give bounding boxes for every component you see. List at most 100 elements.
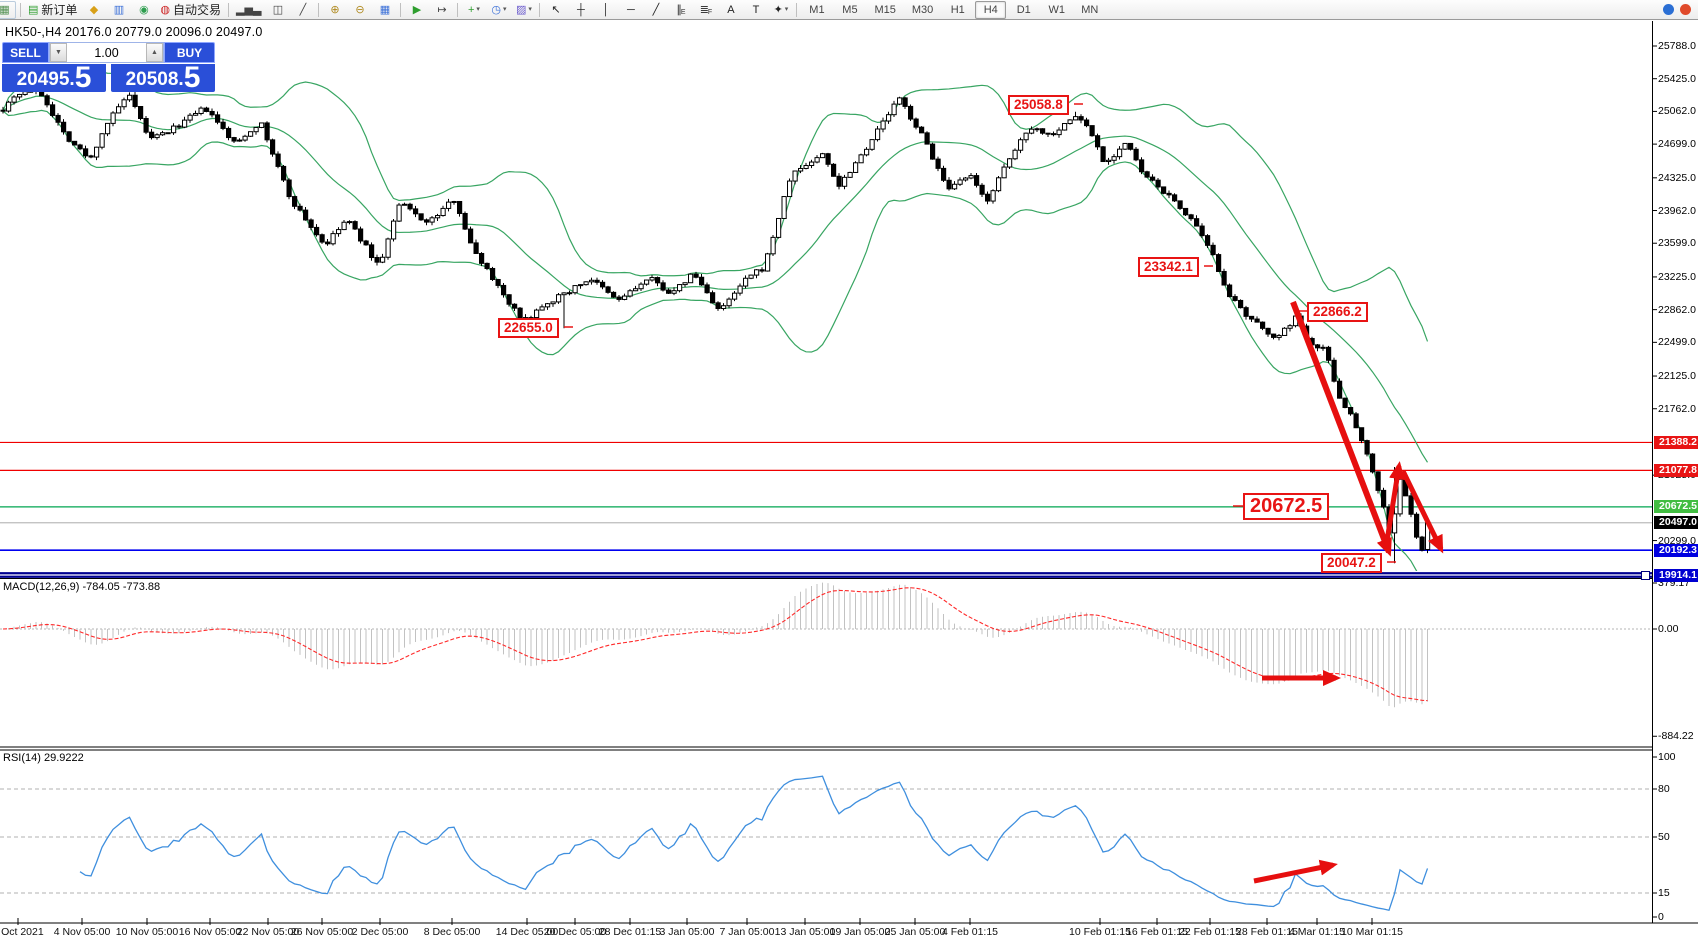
equidistant-channel-tool[interactable]: ∥ E [676,3,686,16]
trendline-tool[interactable]: ╱ [652,3,660,16]
rsi-axis-tick: 0 [1658,911,1664,923]
timeframe-m5[interactable]: M5 [842,3,858,16]
bar-chart-icon[interactable]: ▂▅▃ [236,3,262,16]
time-axis-label: 10 Mar 01:15 [1341,926,1403,938]
price-callout-label[interactable]: 20672.5 [1243,493,1330,520]
timeframe-m30[interactable]: M30 [911,3,934,16]
text-tool[interactable]: A [727,3,735,16]
time-axis-label: 14 Dec 05:00 [495,926,559,938]
red-trend-arrow[interactable] [1253,859,1338,884]
toolbar-separator [457,2,459,17]
vertical-line-tool[interactable]: │ [602,3,610,16]
volume-up-button[interactable]: ▲ [146,43,163,62]
time-axis-label: 4 Mar 01:15 [1288,926,1346,938]
crosshair-tool[interactable]: ┼ [577,3,585,16]
time-axis-label: 22 Feb 01:15 [1179,926,1241,938]
timeframe-h4[interactable]: H4 [975,0,1007,19]
toolbar: ▦ ▤ 新订单 ◆ ▥ ◉ ◍ 自动交易 ▂▅▃ ◫ ╱ ⊕ ⊖ ▦ ▶ ↦ + ▾ ◷ ▾ ▨ ▾ ↖ ┼ │ ─ ╱ ∥ E ≣ F A T… [0,0,1698,20]
timeframe-m15[interactable]: M15 [874,3,896,16]
window-list-icon[interactable]: ▥ [113,3,125,16]
toolbar-separator [539,2,541,17]
chart-frame [0,21,1698,925]
timeframe-mn[interactable]: MN [1081,3,1099,16]
zoom-in-icon[interactable]: ⊕ [330,3,340,16]
time-axis-label: 13 Jan 05:00 [774,926,836,938]
red-trend-arrow[interactable] [1383,461,1405,548]
timeframe-m1[interactable]: M1 [809,3,825,16]
price-axis-badge: 20672.5 [1654,500,1698,514]
time-axis-label: 22 Nov 05:00 [236,926,300,938]
sell-button[interactable]: SELL [2,42,49,63]
price-callout-label[interactable]: 22655.0 [498,318,559,338]
horizontal-line-objects[interactable] [0,441,1652,578]
time-axis-label: 2 Dec 05:00 [351,926,409,938]
zoom-out-icon[interactable]: ⊖ [355,3,365,16]
volume-input[interactable] [67,43,146,62]
community-icon[interactable] [1663,4,1674,15]
time-axis-label: 16 Nov 05:00 [178,926,242,938]
templates-button[interactable]: ▨ ▾ [515,3,532,16]
tile-windows-icon[interactable]: ▦ [379,3,391,16]
red-trend-arrow[interactable] [1400,469,1444,554]
bollinger-bands [2,68,1429,571]
timeframe-h1[interactable]: H1 [950,3,965,16]
price-callout-label[interactable]: 23342.1 [1138,257,1199,277]
time-axis-label: 4 Nov 05:00 [53,926,111,938]
trend-arrow-objects[interactable] [1253,300,1444,884]
text-label-tool[interactable]: T [752,3,760,16]
buy-button[interactable]: BUY [164,42,215,63]
chart-window-icon[interactable]: ▦ [0,0,16,19]
price-axis-tick: 23962.0 [1658,204,1696,217]
price-axis-tick: 25788.0 [1658,40,1696,52]
sell-price-button[interactable]: 20495. 5 [2,63,106,93]
indicators-button[interactable]: + ▾ [467,3,480,16]
buy-price: 20508. [125,69,184,90]
toolbar-separator [20,2,21,17]
periods-button[interactable]: ◷ ▾ [491,3,507,16]
time-axis-label: 16 Feb 01:15 [1126,926,1188,938]
one-click-trading-panel: SELL ▼ ▲ BUY 20495.5 20508.5 [2,42,215,94]
arrows-tool[interactable]: ✦ ▾ [773,3,789,16]
volume-down-button[interactable]: ▼ [50,43,67,62]
price-axis-tick: 25062.0 [1658,105,1696,118]
price-axis-tick: 22499.0 [1658,336,1696,349]
macd-label: MACD(12,26,9) -784.05 -773.88 [3,581,161,593]
candlestick-series [0,85,1431,564]
hline-selection-handle[interactable] [1641,571,1650,580]
price-callout-label[interactable]: 25058.8 [1008,95,1069,115]
time-axis-label: 7 Jan 05:00 [719,926,775,938]
chart-style-icon[interactable]: ◆ [89,3,99,16]
signals-icon[interactable]: ◉ [139,3,149,16]
cursor-tool[interactable]: ↖ [551,3,561,16]
toolbar-separator [400,2,402,17]
time-axis-label: 8 Dec 05:00 [423,926,481,938]
buy-price-button[interactable]: 20508. 5 [111,61,215,94]
toolbar-separator [228,2,230,17]
price-axis-badge: 19914.1 [1654,568,1698,582]
price-callout-label[interactable]: 22866.2 [1307,302,1368,322]
time-axis-label: 28 Dec 01:15 [598,926,662,938]
candlestick-chart-icon[interactable]: ◫ [272,3,284,16]
timeframe-d1[interactable]: D1 [1016,3,1031,16]
auto-scroll-icon[interactable]: ▶ [412,3,422,16]
buy-price-big-digit: 5 [183,61,201,94]
price-axis-badge: 21388.2 [1654,435,1698,449]
price-callout-label[interactable]: 20047.2 [1321,553,1382,573]
time-axis-label: 4 Feb 01:15 [941,926,999,938]
fibonacci-tool[interactable]: ≣ F [699,3,713,16]
price-axis-tick: 25425.0 [1658,72,1696,85]
timeframe-w1[interactable]: W1 [1048,3,1066,16]
chart-shift-icon[interactable]: ↦ [437,3,447,16]
horizontal-line-tool[interactable]: ─ [627,3,635,16]
alert-icon[interactable] [1680,4,1691,15]
price-axis-tick: 23599.0 [1658,237,1696,250]
new-order-button[interactable]: ▤ 新订单 [28,2,78,17]
red-trend-arrow[interactable] [1290,300,1392,557]
time-axis-label: 3 Jan 05:00 [659,926,715,938]
autotrading-button[interactable]: ◍ 自动交易 [160,2,222,17]
price-axis-badge: 21077.8 [1654,463,1698,477]
time-axis-label: 20 Dec 05:00 [543,926,607,938]
line-chart-icon[interactable]: ╱ [299,3,307,16]
